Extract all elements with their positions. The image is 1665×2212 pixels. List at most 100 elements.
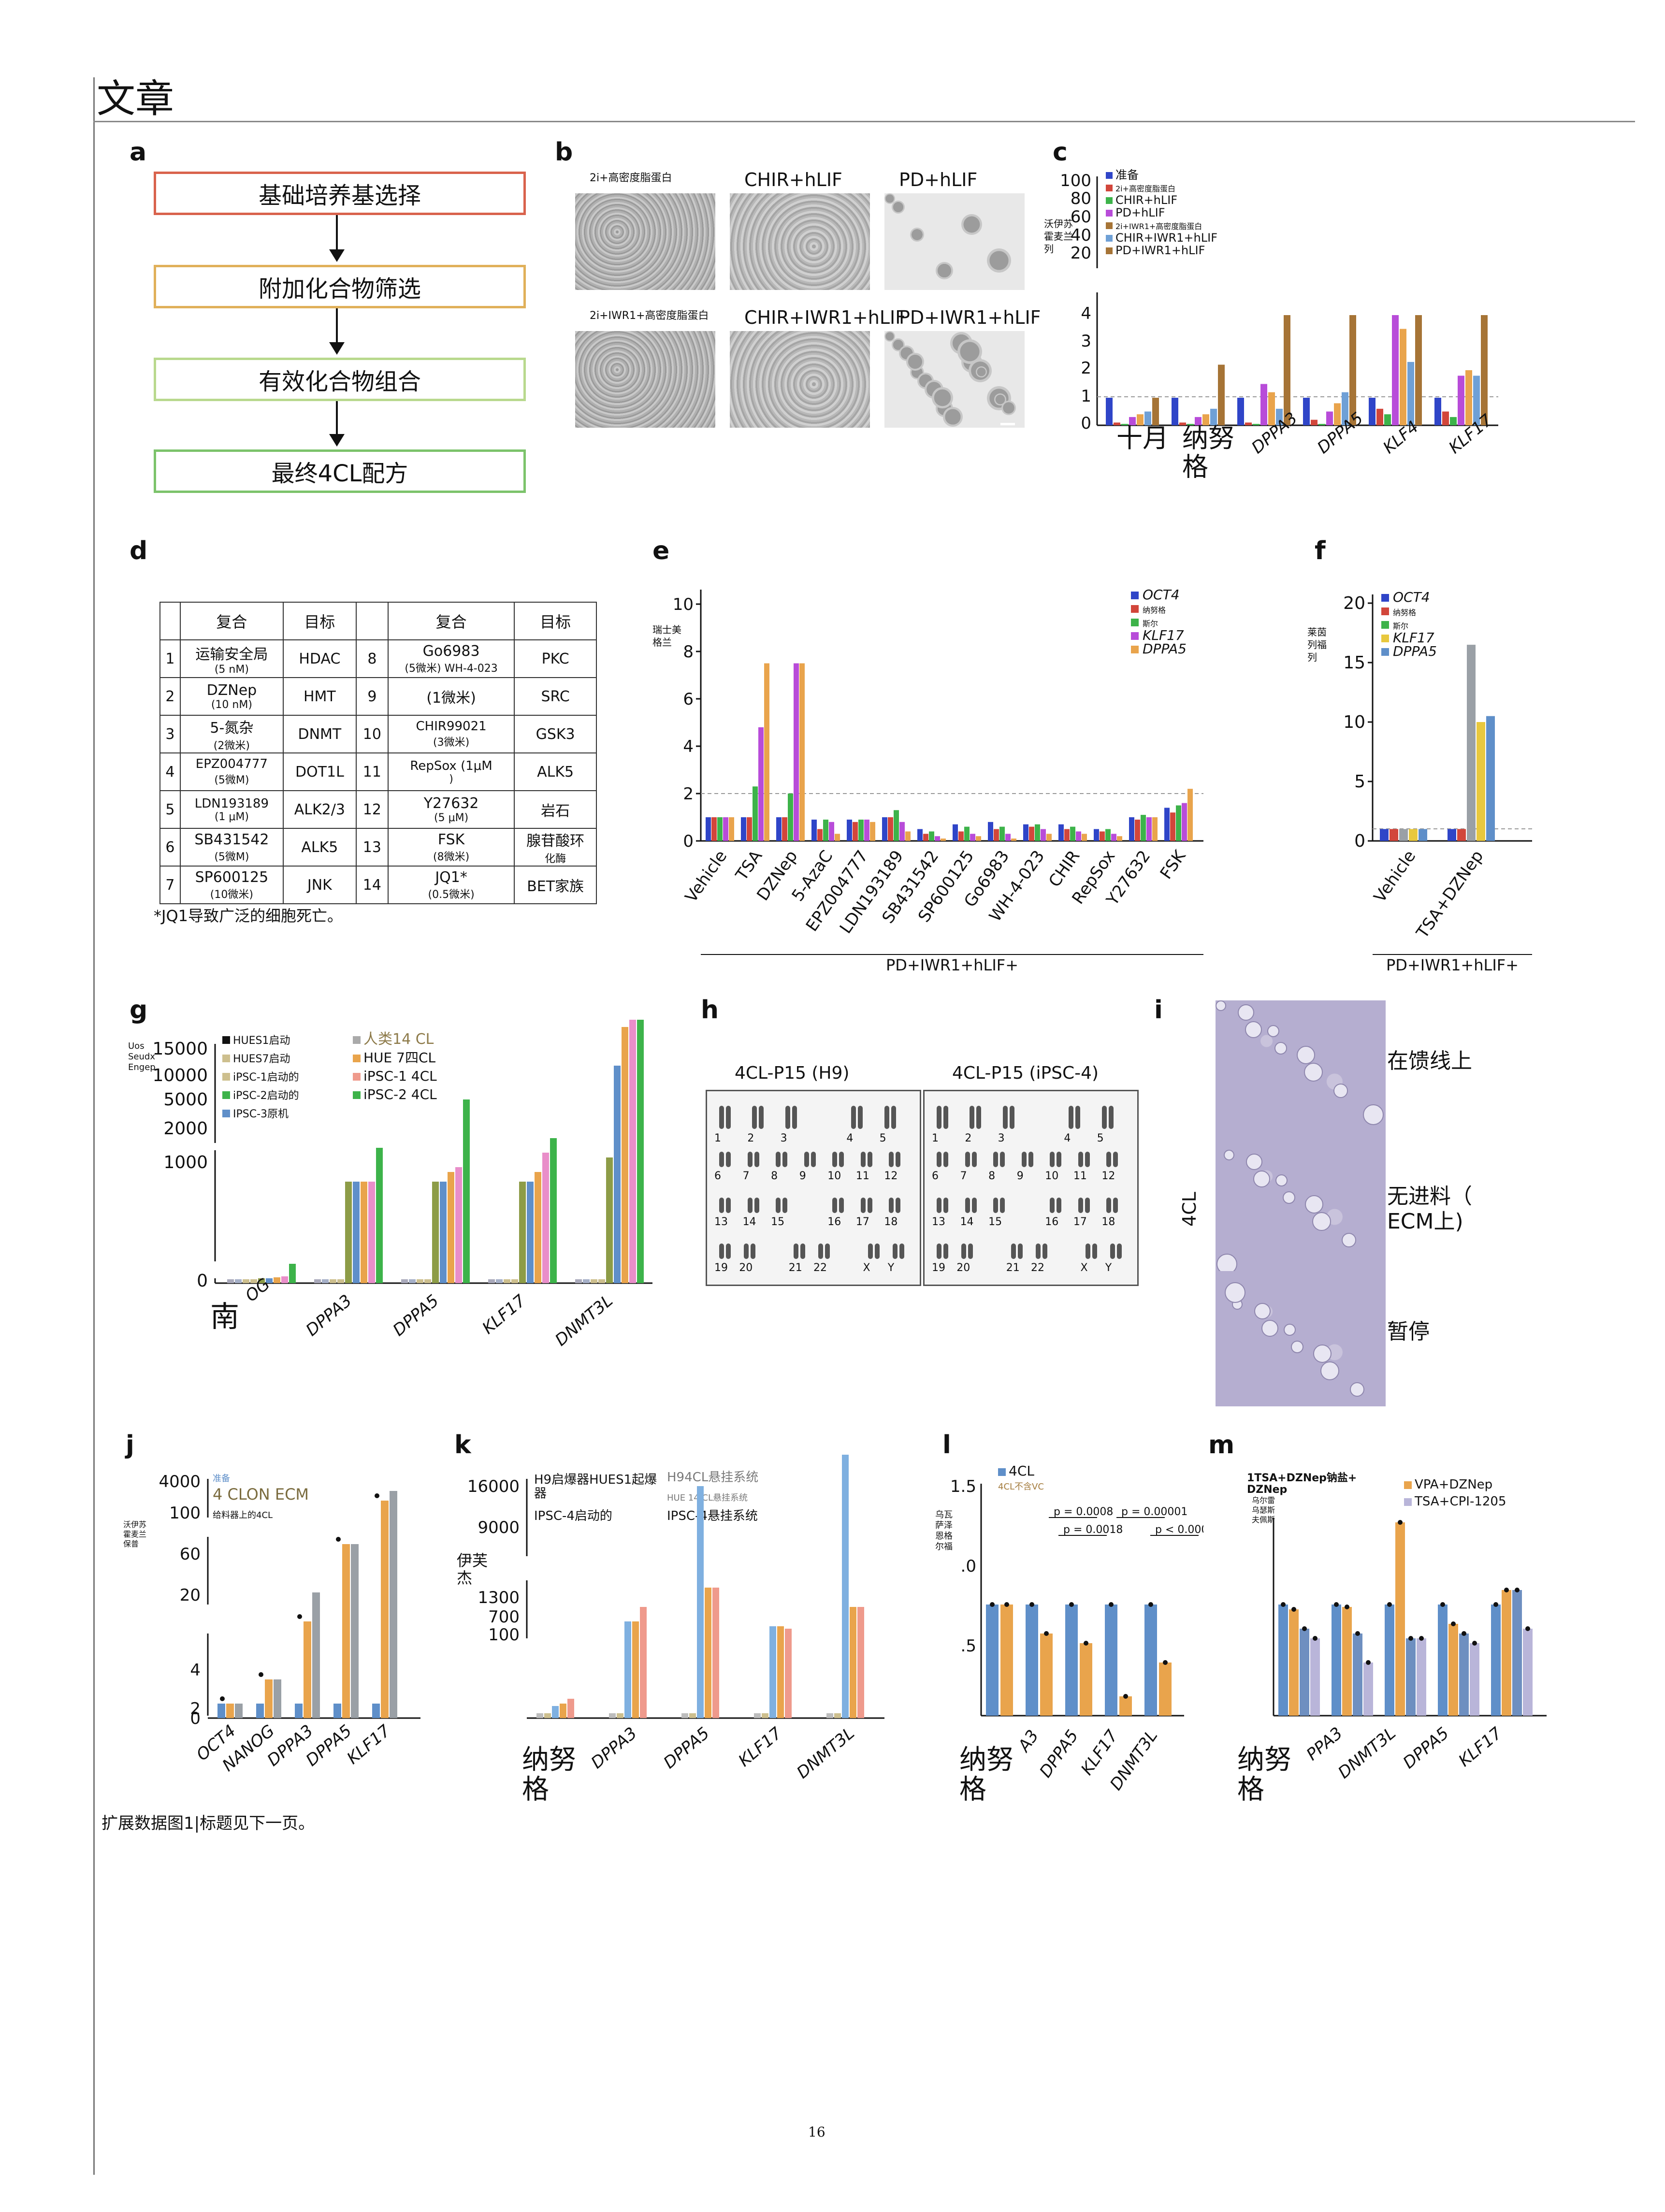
bar (463, 1099, 470, 1283)
bar (1144, 411, 1151, 425)
bar (632, 1621, 639, 1718)
y-axis-label: 恩格 (935, 1531, 953, 1541)
colony-shape (1225, 1282, 1245, 1303)
colony-shape (1216, 1000, 1226, 1011)
bar (1129, 817, 1134, 841)
colony-shape (1297, 1046, 1315, 1064)
bar (575, 1279, 582, 1283)
tick-label: 60 (1071, 207, 1091, 227)
panel-l-label: l (942, 1431, 951, 1460)
data-point (1493, 1602, 1498, 1607)
chromosome-label: X (863, 1262, 870, 1274)
table-row: 6 SB431542 (5微M) ALK5 13 FSK (8微米) 腺苷酸环 化酶 (159, 828, 597, 867)
micrograph-label: CHIR+hLIF (744, 169, 842, 190)
bar (754, 1713, 761, 1718)
legend-entry: H9启爆器HUES1起爆 (534, 1473, 657, 1487)
chromosome-shape (1028, 1152, 1033, 1167)
bar (351, 1544, 359, 1718)
legend-entry: TSA+CPI-1205 (1414, 1494, 1506, 1509)
table-cell: FSK (8微米) (387, 828, 515, 867)
chromosome-label: 10 (827, 1170, 841, 1182)
tick-label: 2 (1081, 359, 1091, 378)
colony-shape (1238, 1004, 1254, 1021)
chromosome-shape (825, 1243, 830, 1259)
data-point (1366, 1660, 1371, 1665)
table-header-cell (355, 602, 389, 640)
table-cell: 9 (355, 677, 389, 716)
bar (1332, 1605, 1341, 1716)
bar (235, 1279, 242, 1283)
bar (1000, 1605, 1013, 1716)
chromosome-shape (1116, 1243, 1122, 1259)
table-cell: JQ1* (0.5微米) (387, 866, 515, 904)
x-tick-label: DPPA3 (303, 1291, 356, 1340)
bar (1342, 1607, 1352, 1716)
panel-g-chart: UosSeudxEngep15000100005000200010000HUES… (128, 1020, 652, 1350)
chromosome-shape (937, 1243, 941, 1259)
legend-entry: iPSC-2 4CL (363, 1086, 437, 1102)
chromosome-shape (726, 1243, 731, 1259)
colony-shape (1312, 1212, 1331, 1231)
colony-shape (957, 339, 982, 364)
legend-entry: 4CL (1009, 1463, 1034, 1479)
chromosome-shape (785, 1106, 790, 1129)
chromosome-shape (1000, 1198, 1005, 1213)
colony-shape (1291, 1341, 1303, 1353)
table-row: 3 5-氮杂 (2微米) DNMT 10 CHIR99021 (3微米) GSK3 (159, 715, 597, 753)
tick-label: 100 (169, 1504, 201, 1523)
bar (1176, 805, 1181, 841)
colony-shape (1304, 1063, 1323, 1082)
bar (345, 1182, 352, 1283)
bar (1409, 829, 1418, 841)
tick-label: 9000 (478, 1518, 520, 1537)
chromosome-label: 13 (932, 1216, 945, 1228)
table-row: 2 DZNep (10 nM) HMT 9 (1微米) SRC (159, 677, 597, 716)
chromosome-label: 11 (855, 1170, 869, 1182)
bar (1369, 398, 1375, 425)
data-point (1044, 1631, 1049, 1636)
bar (1094, 829, 1099, 841)
legend-swatch (1106, 210, 1113, 217)
bar (753, 786, 758, 841)
bar (1041, 829, 1046, 841)
bar (1473, 376, 1480, 425)
data-point (259, 1672, 263, 1677)
x-tick-label: A3 (1014, 1726, 1043, 1756)
data-point (1525, 1626, 1530, 1631)
bar (1121, 424, 1128, 425)
data-point (990, 1602, 995, 1607)
legend-swatch (222, 1036, 230, 1044)
chromosome-shape (868, 1243, 873, 1259)
legend-swatch (1404, 1498, 1412, 1506)
bar (1477, 722, 1485, 841)
micrograph-image (730, 331, 870, 428)
x-tick-label: DPPA5 (1036, 1726, 1082, 1781)
panel-i-label: i (1154, 996, 1163, 1025)
table-cell: 1 (159, 639, 181, 678)
y-axis-label: 乌瓦 (935, 1510, 953, 1520)
bar (1152, 398, 1159, 425)
flow-step-box: 最终4CL配方 (154, 449, 526, 493)
bar (550, 1138, 557, 1283)
chromosome-shape (1078, 1198, 1083, 1213)
bar (606, 1157, 613, 1283)
tick-label: 10 (673, 595, 694, 614)
bar (1310, 1638, 1320, 1716)
legend-swatch (1381, 648, 1389, 656)
chromosome-shape (747, 1152, 753, 1167)
chromosome-label: 17 (855, 1216, 869, 1228)
x-tick-label: DPPA5 (1400, 1723, 1453, 1773)
tick-label: 3 (1081, 332, 1091, 351)
colony-shape (1224, 1150, 1234, 1160)
bar (1438, 1605, 1448, 1716)
legend-swatch (1131, 646, 1139, 653)
data-point (336, 1537, 341, 1542)
chromosome-label: Y (1105, 1262, 1112, 1274)
bar (1457, 829, 1466, 841)
table-cell: 5 (159, 790, 181, 829)
chromosome-shape (744, 1243, 749, 1259)
x-tick-label: 南 (210, 1300, 239, 1334)
chromosome-label: 20 (739, 1262, 753, 1274)
chromosome-shape (1042, 1243, 1047, 1259)
